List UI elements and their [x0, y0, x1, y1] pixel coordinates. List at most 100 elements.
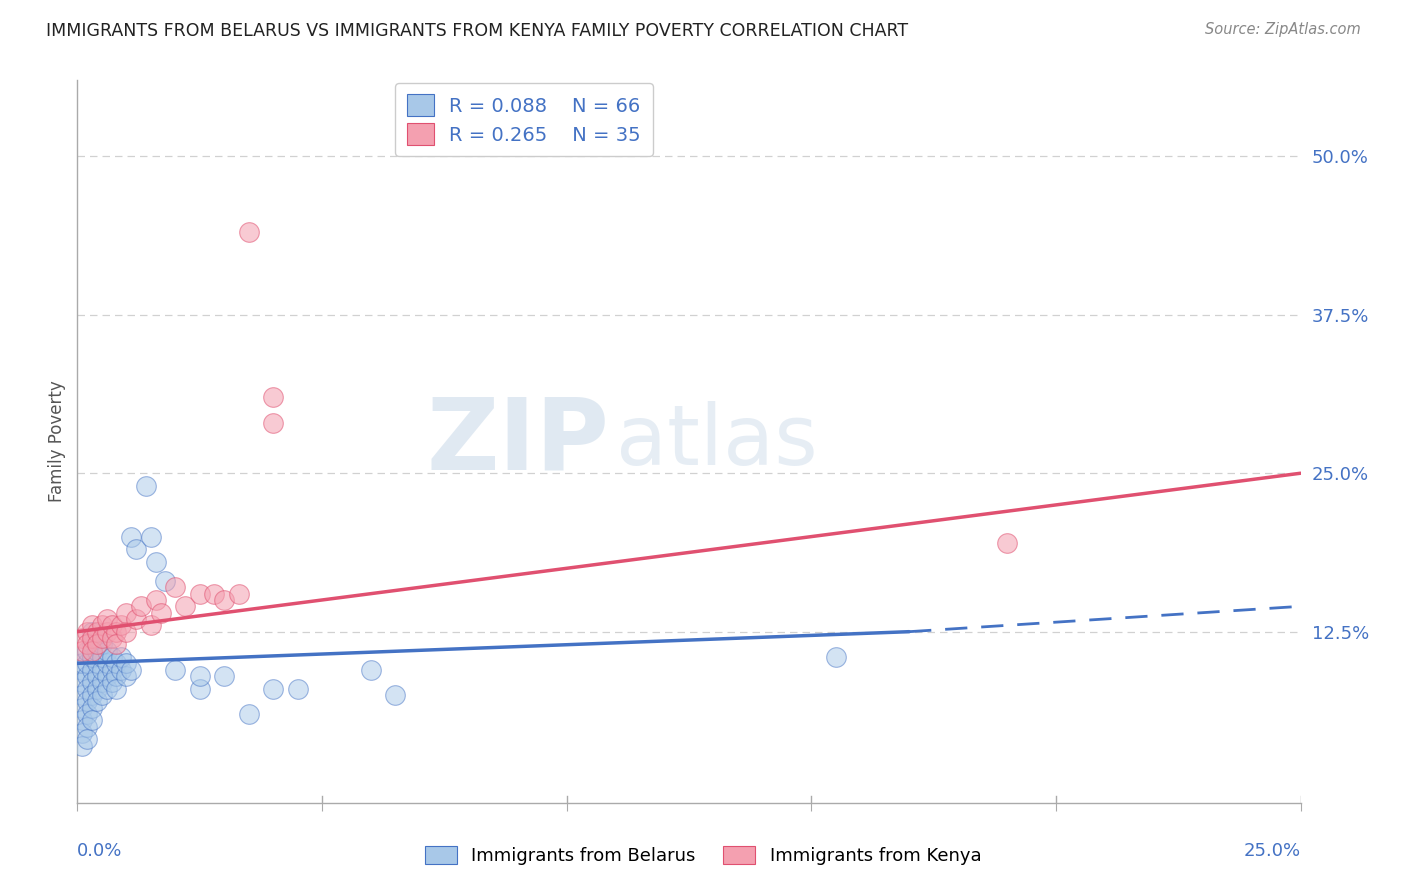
- Point: [76, 694, 98, 708]
- Point: [80, 618, 103, 632]
- Text: 25.0%: 25.0%: [1243, 841, 1301, 860]
- Point: [105, 657, 128, 671]
- Point: [995, 536, 1018, 550]
- Point: [238, 707, 260, 722]
- Legend: Immigrants from Belarus, Immigrants from Kenya: Immigrants from Belarus, Immigrants from…: [418, 838, 988, 872]
- Point: [212, 593, 235, 607]
- Point: [80, 643, 103, 657]
- Point: [110, 650, 132, 665]
- Point: [105, 681, 128, 696]
- Point: [76, 657, 98, 671]
- Point: [80, 663, 103, 677]
- Point: [90, 675, 112, 690]
- Point: [105, 637, 128, 651]
- Point: [228, 587, 250, 601]
- Point: [262, 416, 284, 430]
- Point: [86, 681, 108, 696]
- Point: [115, 606, 138, 620]
- Point: [188, 681, 211, 696]
- Point: [80, 688, 103, 702]
- Point: [96, 643, 118, 657]
- Point: [80, 714, 103, 728]
- Point: [70, 739, 93, 753]
- Point: [90, 663, 112, 677]
- Point: [90, 650, 112, 665]
- Point: [110, 663, 132, 677]
- Point: [86, 669, 108, 683]
- Point: [70, 631, 93, 645]
- Point: [174, 599, 197, 614]
- Point: [90, 637, 112, 651]
- Point: [105, 669, 128, 683]
- Point: [90, 631, 112, 645]
- Point: [262, 681, 284, 696]
- Point: [125, 612, 148, 626]
- Point: [70, 714, 93, 728]
- Point: [100, 675, 122, 690]
- Point: [238, 226, 260, 240]
- Point: [115, 669, 138, 683]
- Point: [90, 688, 112, 702]
- Point: [96, 612, 118, 626]
- Point: [76, 720, 98, 734]
- Point: [76, 624, 98, 639]
- Text: Source: ZipAtlas.com: Source: ZipAtlas.com: [1205, 22, 1361, 37]
- Point: [125, 542, 148, 557]
- Point: [139, 618, 162, 632]
- Point: [86, 624, 108, 639]
- Point: [105, 624, 128, 639]
- Point: [145, 555, 167, 569]
- Point: [384, 688, 406, 702]
- Point: [90, 618, 112, 632]
- Point: [135, 479, 157, 493]
- Point: [70, 700, 93, 714]
- Point: [86, 657, 108, 671]
- Point: [100, 663, 122, 677]
- Point: [155, 574, 177, 588]
- Point: [80, 650, 103, 665]
- Point: [86, 631, 108, 645]
- Point: [80, 700, 103, 714]
- Point: [96, 624, 118, 639]
- Point: [165, 580, 187, 594]
- Point: [80, 675, 103, 690]
- Point: [76, 637, 98, 651]
- Point: [188, 669, 211, 683]
- Point: [96, 657, 118, 671]
- Point: [188, 587, 211, 601]
- Point: [115, 624, 138, 639]
- Legend: R = 0.088    N = 66, R = 0.265    N = 35: R = 0.088 N = 66, R = 0.265 N = 35: [395, 83, 652, 156]
- Point: [287, 681, 309, 696]
- Point: [70, 643, 93, 657]
- Point: [145, 593, 167, 607]
- Point: [76, 681, 98, 696]
- Point: [262, 390, 284, 404]
- Point: [100, 618, 122, 632]
- Point: [129, 599, 152, 614]
- Point: [76, 732, 98, 747]
- Point: [165, 663, 187, 677]
- Point: [70, 726, 93, 740]
- Point: [202, 587, 225, 601]
- Point: [70, 675, 93, 690]
- Point: [86, 694, 108, 708]
- Point: [80, 631, 103, 645]
- Point: [120, 530, 142, 544]
- Point: [360, 663, 382, 677]
- Point: [212, 669, 235, 683]
- Point: [110, 618, 132, 632]
- Point: [70, 663, 93, 677]
- Point: [86, 637, 108, 651]
- Point: [76, 669, 98, 683]
- Text: atlas: atlas: [616, 401, 817, 482]
- Point: [96, 681, 118, 696]
- Point: [86, 643, 108, 657]
- Point: [80, 624, 103, 639]
- Point: [76, 643, 98, 657]
- Point: [100, 631, 122, 645]
- Text: 0.0%: 0.0%: [77, 841, 122, 860]
- Point: [824, 650, 846, 665]
- Point: [96, 669, 118, 683]
- Text: IMMIGRANTS FROM BELARUS VS IMMIGRANTS FROM KENYA FAMILY POVERTY CORRELATION CHAR: IMMIGRANTS FROM BELARUS VS IMMIGRANTS FR…: [46, 22, 908, 40]
- Point: [115, 657, 138, 671]
